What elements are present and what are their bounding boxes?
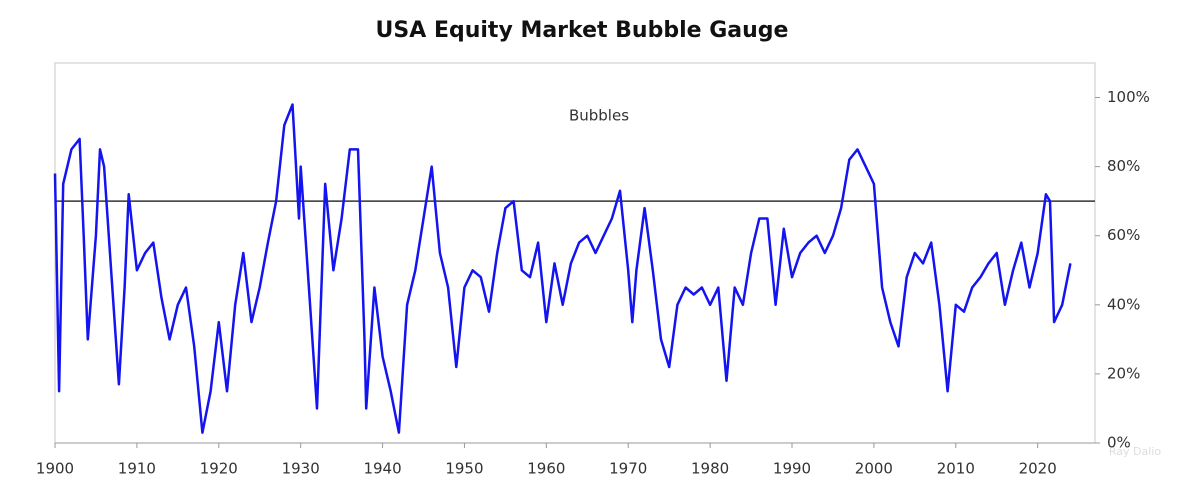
y-tick-label: 100% <box>1107 88 1150 106</box>
x-tick-label: 1960 <box>527 460 565 478</box>
x-tick-label: 1940 <box>363 460 401 478</box>
chart-title: USA Equity Market Bubble Gauge <box>376 18 789 43</box>
y-tick-label: 60% <box>1107 226 1140 244</box>
x-tick-label: 1970 <box>609 460 647 478</box>
x-tick-label: 1980 <box>691 460 729 478</box>
x-tick-label: 1950 <box>445 460 483 478</box>
annotation: Bubbles <box>569 107 629 125</box>
y-tick-label: 80% <box>1107 157 1140 175</box>
y-tick-label: 0% <box>1107 434 1131 452</box>
x-tick-label: 1920 <box>200 460 238 478</box>
watermark: Ray Dalio <box>1109 445 1161 458</box>
y-tick-label: 40% <box>1107 295 1140 313</box>
x-tick-label: 1910 <box>118 460 156 478</box>
data-line <box>53 103 1072 434</box>
x-tick-label: 2010 <box>937 460 975 478</box>
x-tick-label: 1900 <box>36 460 74 478</box>
x-tick-label: 1990 <box>773 460 811 478</box>
y-tick-label: 20% <box>1107 364 1140 382</box>
x-tick-label: 1930 <box>282 460 320 478</box>
x-tick-label: 2000 <box>855 460 893 478</box>
x-tick-label: 2020 <box>1019 460 1057 478</box>
